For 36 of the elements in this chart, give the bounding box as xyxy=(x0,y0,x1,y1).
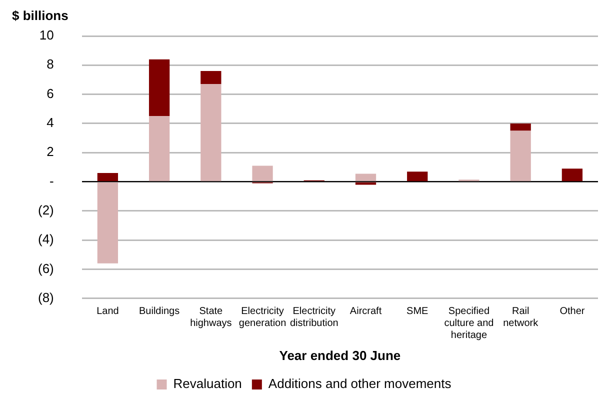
x-tick-label: Specified culture and heritage xyxy=(444,306,494,342)
bar xyxy=(148,116,170,182)
bar xyxy=(97,173,118,182)
bar xyxy=(510,130,531,182)
y-tick-label: (6) xyxy=(38,260,54,276)
bar xyxy=(407,172,428,182)
x-tick-label: Other xyxy=(560,306,586,318)
bar xyxy=(252,166,273,182)
legend-label: Revaluation xyxy=(173,376,242,392)
y-axis-title: $ billions xyxy=(12,8,68,23)
x-tick-label: State highways xyxy=(190,306,232,330)
y-tick-label: 8 xyxy=(46,56,54,72)
bar xyxy=(562,168,583,182)
legend-label: Additions and other movements xyxy=(268,376,452,392)
bar xyxy=(148,59,170,116)
x-tick-label: Electricity generation xyxy=(238,306,286,330)
y-tick-label: 2 xyxy=(46,144,54,160)
y-tick-label: 4 xyxy=(46,115,54,130)
bar xyxy=(200,70,222,84)
bar xyxy=(200,84,222,182)
y-tick-label: (8) xyxy=(38,290,54,305)
y-tick-label: (2) xyxy=(38,202,54,218)
bar xyxy=(97,182,118,264)
x-tick-label: Electricity distribution xyxy=(290,306,338,330)
y-tick-label: 10 xyxy=(39,28,54,43)
x-tick-label: Rail network xyxy=(503,306,540,330)
x-tick-label: Aircraft xyxy=(350,306,382,318)
bar xyxy=(510,123,531,131)
y-tick-label: 6 xyxy=(46,86,54,101)
x-tick-label: Buildings xyxy=(139,306,180,318)
x-tick-label: Land xyxy=(96,306,119,318)
x-axis-title: Year ended 30 June xyxy=(279,348,401,363)
bar xyxy=(355,174,376,182)
x-tick-label: SME xyxy=(406,306,429,318)
y-tick-label: (4) xyxy=(38,232,54,247)
y-tick-label: - xyxy=(50,173,54,188)
